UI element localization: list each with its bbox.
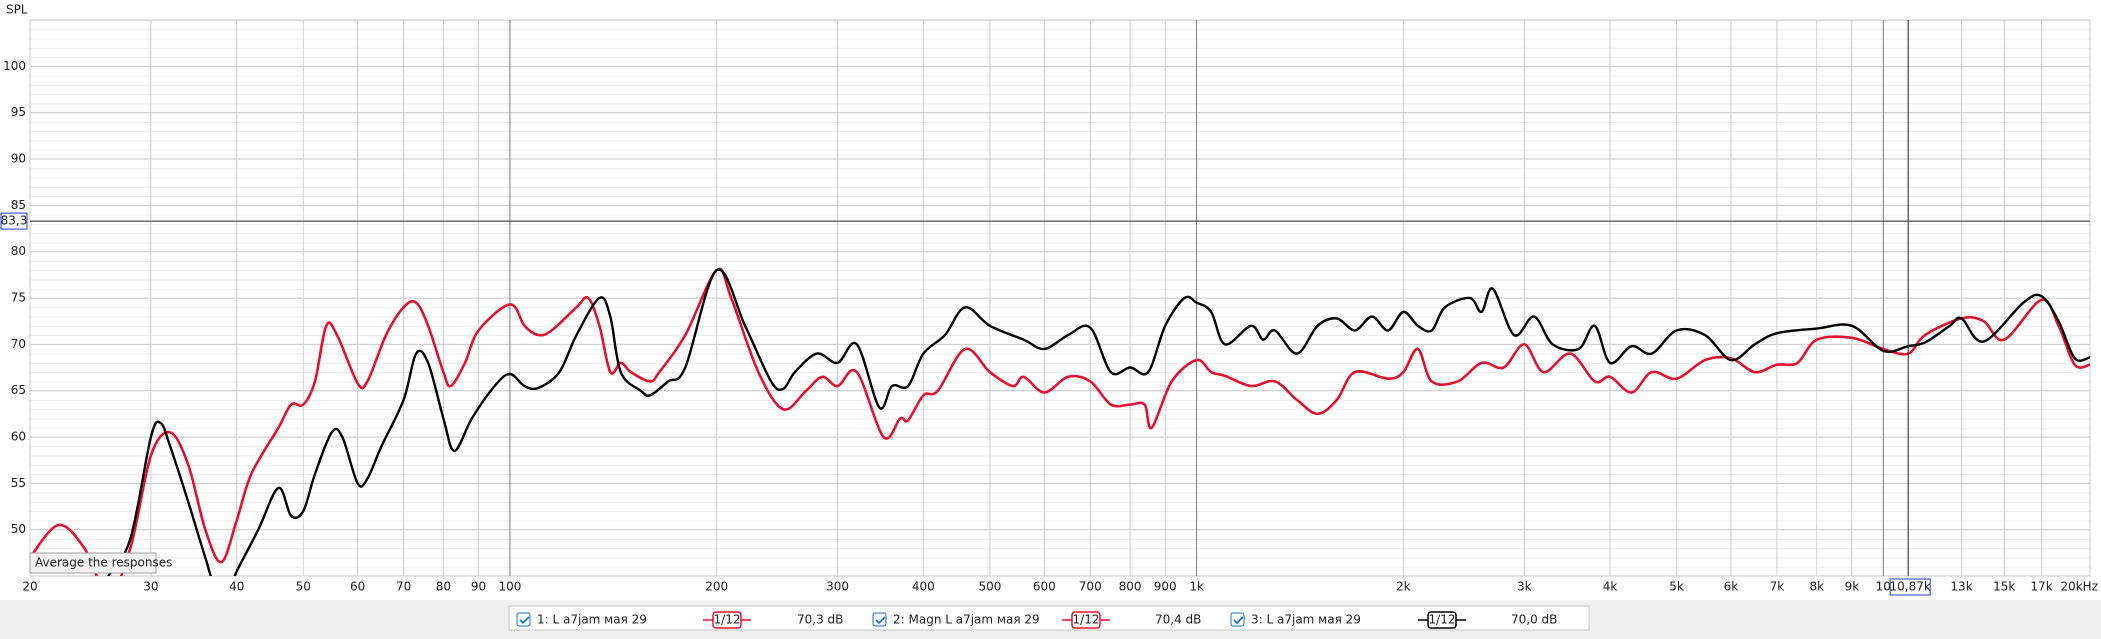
y-tick-label: 80 [11,244,26,258]
x-tick-label: 17k [2030,580,2052,594]
cursor-value: 10,87k [1890,580,1931,594]
legend-checkbox[interactable] [1230,612,1245,627]
x-tick-label: 10 [1876,580,1891,594]
y-tick-label: 60 [11,430,26,444]
x-tick-label: 70 [396,580,411,594]
x-tick-label: 1k [1189,580,1204,594]
x-tick-label: 8k [1809,580,1824,594]
legend-checkbox[interactable] [516,612,531,627]
y-tick-label: 100 [3,59,26,73]
x-tick-label: 800 [1119,580,1142,594]
y-axis-label: SPL [6,3,28,17]
x-tick-label: 15k [1993,580,2015,594]
smoothing-box[interactable] [1427,611,1457,629]
legend-level: 70,0 dB [1511,613,1557,627]
x-tick-label: 6k [1724,580,1739,594]
y-tick-label: 70 [11,337,26,351]
legend-level: 70,4 dB [1155,613,1201,627]
y-tick-label: 55 [11,476,26,490]
x-tick-label: 20kHz [2060,580,2098,594]
x-tick-label: 80 [436,580,451,594]
y-tick-label: 75 [11,291,26,305]
smoothing-box[interactable] [1071,611,1101,629]
cursor-value: 83,3 [1,214,28,228]
x-tick-label: 50 [296,580,311,594]
x-tick-label: 40 [229,580,244,594]
x-tick-label: 20 [22,580,37,594]
tooltip-box [29,552,157,574]
legend-label[interactable]: 1: L a7jam мая 29 [537,613,647,627]
grid [29,20,2091,576]
x-tick-label: 400 [912,580,935,594]
smoothing-label: 1/12 [1429,613,1456,627]
legend-label[interactable]: 3: L a7jam мая 29 [1251,613,1361,627]
legend-check [875,616,886,625]
response-line [30,267,2090,576]
lines [30,267,2090,576]
y-tick-label: 50 [11,522,26,536]
legend-check [1233,616,1244,625]
x-tick-label: 3k [1517,580,1532,594]
x-tick-label: 300 [826,580,849,594]
x-tick-label: 30 [143,580,158,594]
x-tick-label: 900 [1154,580,1177,594]
x-tick-label: 13k [1950,580,1972,594]
x-tick-label: 9k [1845,580,1860,594]
x-tick-label: 60 [350,580,365,594]
legend-check [519,616,530,625]
x-tick-label: 4k [1603,580,1618,594]
smoothing-box[interactable] [712,611,742,629]
legend-label[interactable]: 2: Magn L a7jam мая 29 [893,613,1040,627]
x-tick-label: 200 [705,580,728,594]
x-tick-label: 90 [471,580,486,594]
x-tick-label: 700 [1079,580,1102,594]
x-tick-label: 100 [499,580,522,594]
legend-box [508,605,1590,631]
x-tick-label: 2k [1396,580,1411,594]
cursor-value-box [1889,578,1931,596]
y-tick-label: 85 [11,198,26,212]
x-tick-label: 600 [1033,580,1056,594]
y-tick-label: 90 [11,152,26,166]
x-tick-label: 500 [978,580,1001,594]
response-line [107,268,2090,576]
smoothing-label: 1/12 [1073,613,1100,627]
legend-checkbox[interactable] [872,612,887,627]
tooltip: Average the responses [35,556,172,570]
y-tick-label: 95 [11,105,26,119]
smoothing-label: 1/12 [714,613,741,627]
legend: 1: L a7jam мая 29 1/12 70,3 dB 2: Magn L a7… [516,611,1557,629]
x-tick-label: 7k [1770,580,1785,594]
y-tick-label: 65 [11,383,26,397]
legend-level: 70,3 dB [797,613,843,627]
cursor-value-box [0,212,28,230]
x-tick-label: 5k [1669,580,1684,594]
overlay: 83,3 10,87k Average the responses [0,20,2090,596]
